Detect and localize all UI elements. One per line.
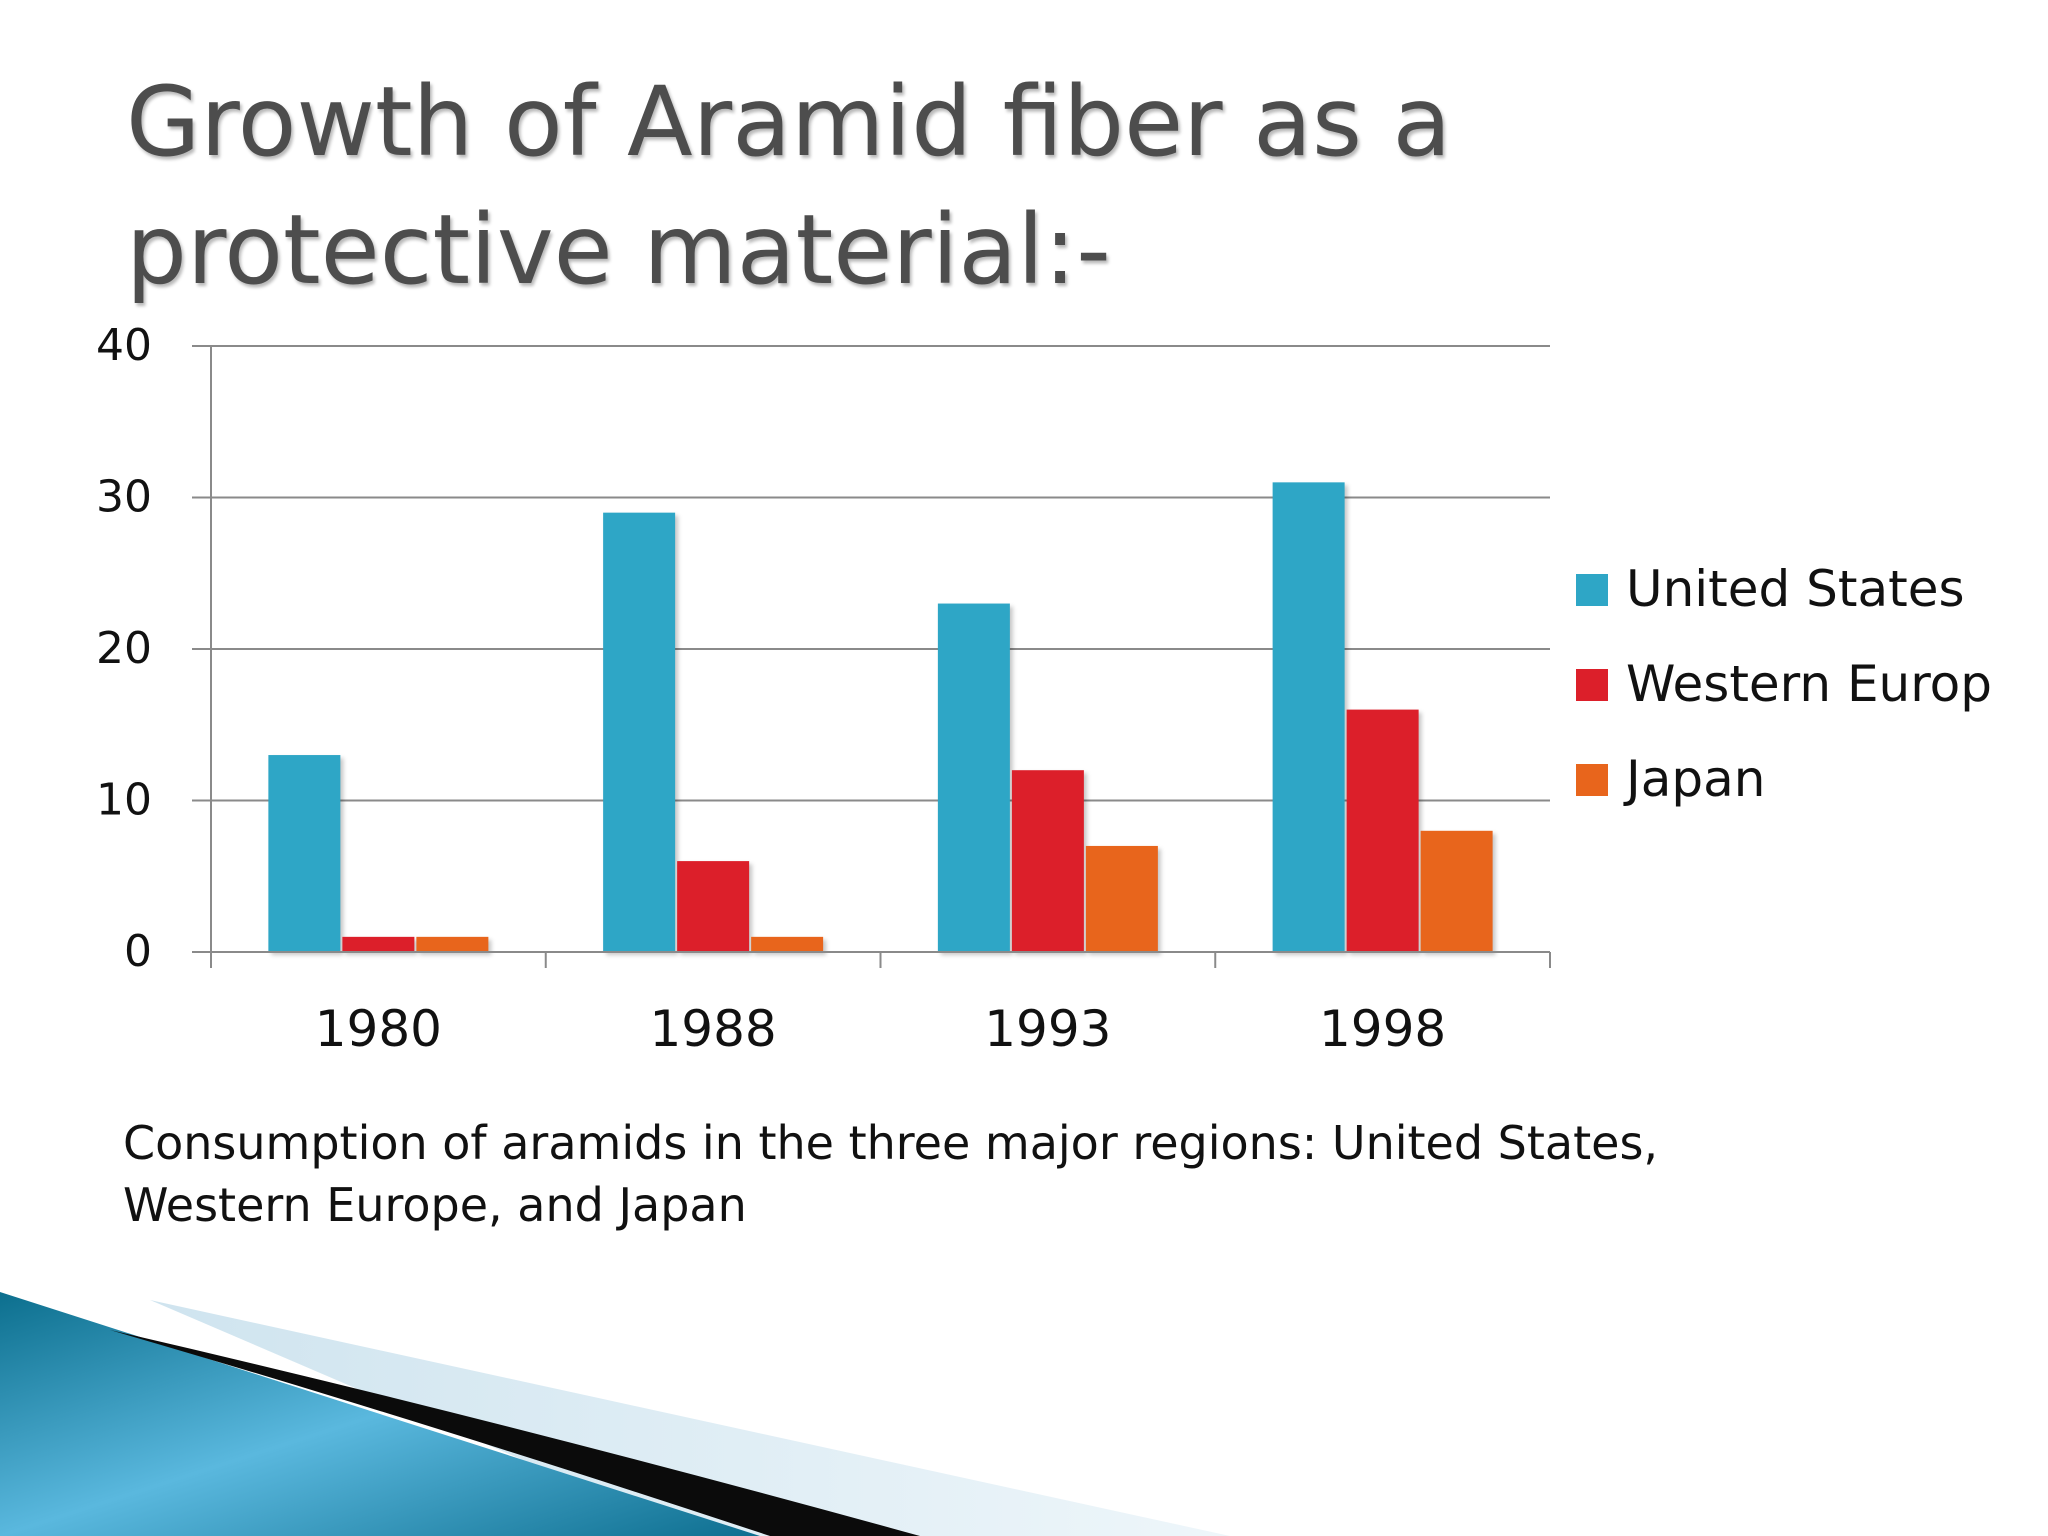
caption-line-2: Western Europe, and Japan	[123, 1178, 747, 1232]
y-tick-label: 30	[96, 472, 152, 523]
slide-title: Growth of Aramid fiber as a protective m…	[126, 58, 1626, 314]
title-line-2: protective material:-	[126, 194, 1111, 306]
bar	[1272, 482, 1345, 952]
caption-line-1: Consumption of aramids in the three majo…	[123, 1116, 1659, 1170]
x-tick-label: 1988	[650, 1000, 777, 1058]
y-tick-label: 20	[96, 623, 152, 674]
bar	[342, 936, 415, 952]
bar	[677, 861, 750, 952]
chart-caption: Consumption of aramids in the three majo…	[123, 1112, 1843, 1236]
bar	[268, 755, 341, 952]
decorative-swoosh	[0, 1292, 1230, 1536]
legend-label: Japan	[1623, 750, 1765, 808]
x-tick-label: 1980	[315, 1000, 442, 1058]
legend-swatch	[1576, 574, 1608, 606]
bar	[1085, 845, 1158, 952]
x-axis-tick-labels: 1980 1988 1993 1998	[315, 1000, 1447, 1058]
legend-label: Western Europ	[1626, 655, 1992, 713]
bar	[937, 603, 1010, 952]
y-tick-label: 10	[96, 775, 152, 826]
legend-swatch	[1576, 764, 1608, 796]
x-tick-label: 1998	[1319, 1000, 1446, 1058]
bar	[603, 512, 676, 952]
bar	[1420, 830, 1493, 952]
axes	[192, 346, 1551, 968]
y-axis-tick-labels: 0 10 20 30 40	[96, 320, 152, 977]
legend-swatch	[1576, 669, 1608, 701]
bars	[268, 482, 1493, 952]
bar	[1346, 709, 1419, 952]
bar	[416, 936, 489, 952]
y-tick-label: 0	[124, 926, 152, 977]
bar	[751, 936, 824, 952]
title-line-1: Growth of Aramid fiber as a	[126, 66, 1452, 178]
x-tick-label: 1993	[984, 1000, 1111, 1058]
gridlines	[192, 345, 1550, 953]
y-tick-label: 40	[96, 320, 152, 371]
swoosh-dark-stripe	[110, 1330, 920, 1536]
swoosh-pale-band	[150, 1300, 1230, 1536]
legend-label: United States	[1626, 560, 1965, 618]
legend: United States Western Europ Japan	[1576, 560, 1992, 808]
bar	[1011, 770, 1084, 952]
bar-chart: 0 10 20 30 40 1980 1988 1993 1998 United States…	[96, 320, 1992, 1058]
